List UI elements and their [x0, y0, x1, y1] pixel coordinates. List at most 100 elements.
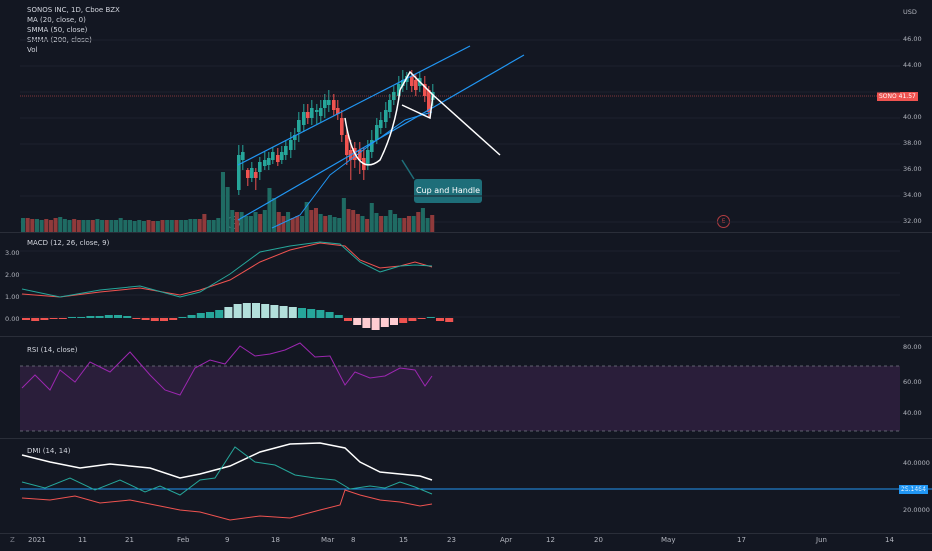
candle [267, 158, 271, 165]
volume-bar [234, 212, 239, 232]
symbol-price-tag: SONO 41.57 [877, 92, 918, 101]
macd-histogram-bar [196, 313, 205, 318]
volume-bar [388, 210, 393, 232]
volume-bar [220, 172, 225, 232]
macd-histogram-bar [298, 308, 306, 318]
macd-histogram-bar [436, 318, 444, 321]
volume-bar [300, 216, 305, 232]
volume-bar [355, 214, 360, 232]
rsi-line [21, 342, 433, 396]
pane-divider[interactable] [0, 336, 932, 337]
macd-histogram-bar [114, 315, 122, 318]
volume-bar [365, 219, 370, 232]
rsi-title[interactable]: RSI (14, close) [27, 346, 78, 354]
macd-chart [20, 241, 900, 330]
rsi-pane[interactable]: RSI (14, close) 80.00 60.00 40.00 [0, 337, 932, 438]
time-axis[interactable] [0, 533, 932, 551]
candle [276, 155, 280, 162]
volume-bar [25, 218, 30, 232]
macd-histogram-bar [22, 318, 30, 320]
candle [358, 150, 362, 160]
volume-bar [151, 221, 156, 232]
candle [327, 100, 331, 105]
candle [289, 140, 293, 150]
indicator-volume[interactable]: Vol [27, 46, 38, 54]
volume-bar [104, 220, 109, 232]
macd-histogram-bar [132, 318, 141, 319]
candle [302, 112, 306, 125]
candle [336, 108, 340, 114]
macd-histogram-bar [288, 307, 297, 318]
indicator-smma-50[interactable]: SMMA (50, close) [27, 26, 88, 34]
volume-bar [267, 188, 272, 232]
macd-axis-label: 1.00 [5, 293, 20, 301]
time-tick: May [661, 536, 676, 544]
volume-bar [127, 220, 132, 232]
rsi-axis-label: 80.00 [903, 343, 922, 351]
time-tick: 12 [546, 536, 555, 544]
pane-divider[interactable] [0, 232, 932, 233]
candle [414, 80, 418, 90]
currency-label: USD [903, 8, 917, 16]
time-tick: 2021 [28, 536, 46, 544]
candle [332, 100, 336, 110]
macd-histogram-bar [242, 303, 251, 318]
macd-histogram-bar [58, 318, 67, 319]
volume-bar [327, 215, 332, 232]
volume-bar [379, 216, 384, 232]
volume-bar [309, 210, 314, 232]
candle [293, 135, 297, 140]
time-tick: 21 [125, 536, 134, 544]
smma-line [271, 111, 433, 229]
volume-bar [337, 218, 342, 232]
volume-bar [369, 203, 374, 232]
macd-histogram-bar [417, 318, 426, 319]
volume-bar [262, 210, 267, 232]
candle [375, 125, 379, 140]
candle [366, 150, 370, 165]
macd-histogram-bar [362, 318, 371, 328]
indicator-ma[interactable]: MA (20, close, 0) [27, 16, 86, 24]
macd-histogram-bar [390, 318, 398, 325]
macd-pane[interactable]: MACD (12, 26, close, 9) 3.00 2.00 1.00 0… [0, 233, 932, 336]
macd-title[interactable]: MACD (12, 26, close, 9) [27, 239, 110, 247]
volume-bar [230, 210, 235, 232]
time-tick: 8 [351, 536, 356, 544]
volume-bar [272, 198, 277, 232]
volume-bar [72, 219, 77, 232]
candle [237, 155, 241, 190]
cup-and-handle-callout[interactable]: Cup and Handle [414, 179, 482, 203]
timezone-icon[interactable]: Z [10, 536, 15, 544]
macd-histogram-bar [408, 318, 417, 321]
candle [271, 152, 275, 160]
candle [323, 100, 327, 108]
volume-bar [248, 216, 253, 232]
volume-bar [276, 212, 281, 232]
volume-bar [141, 221, 146, 232]
macd-histogram-bar [371, 318, 380, 330]
dmi-title[interactable]: DMI (14, 14) [27, 447, 71, 455]
macd-histogram-bar [95, 316, 104, 318]
candle [310, 108, 314, 118]
volume-bar [258, 214, 263, 232]
volume-bar [244, 216, 249, 232]
volume-bar [62, 219, 67, 232]
volume-bar [90, 220, 95, 232]
macd-histogram-bar [68, 317, 76, 318]
volume-bar [216, 218, 221, 232]
volume-bar [211, 220, 216, 232]
price-label: 38.00 [903, 139, 922, 147]
volume-bar [48, 220, 53, 232]
volume-bar [416, 212, 421, 232]
volume-bar [197, 219, 202, 232]
pane-divider[interactable] [0, 438, 932, 439]
volume-bar [253, 212, 258, 232]
volume-bar [406, 216, 411, 232]
volume-bar [160, 220, 165, 232]
candle [246, 170, 250, 178]
time-tick: 9 [225, 536, 230, 544]
volume-bar [425, 218, 430, 232]
volume-bar [397, 218, 402, 232]
candle [284, 146, 288, 155]
